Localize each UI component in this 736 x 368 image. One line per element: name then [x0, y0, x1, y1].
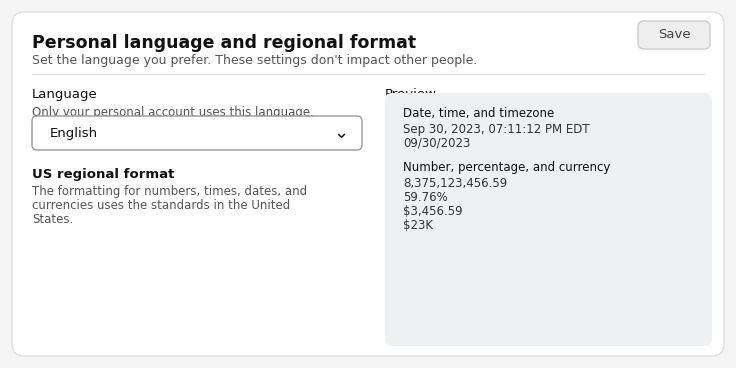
FancyBboxPatch shape [385, 93, 712, 346]
Text: Personal language and regional format: Personal language and regional format [32, 34, 416, 52]
FancyBboxPatch shape [638, 21, 710, 49]
Text: $23K: $23K [403, 219, 433, 232]
Text: 8,375,123,456.59: 8,375,123,456.59 [403, 177, 507, 190]
Text: Sep 30, 2023, 07:11:12 PM EDT: Sep 30, 2023, 07:11:12 PM EDT [403, 123, 590, 136]
Text: States.: States. [32, 213, 74, 226]
Text: Save: Save [658, 28, 690, 42]
Text: The formatting for numbers, times, dates, and: The formatting for numbers, times, dates… [32, 185, 307, 198]
Text: 09/30/2023: 09/30/2023 [403, 137, 470, 150]
Text: $3,456.59: $3,456.59 [403, 205, 463, 218]
Text: Set the language you prefer. These settings don't impact other people.: Set the language you prefer. These setti… [32, 54, 478, 67]
Text: Preview: Preview [385, 88, 437, 101]
Text: ⌄: ⌄ [333, 124, 348, 142]
FancyBboxPatch shape [12, 12, 724, 356]
Text: Number, percentage, and currency: Number, percentage, and currency [403, 161, 610, 174]
Text: Date, time, and timezone: Date, time, and timezone [403, 107, 554, 120]
Text: currencies uses the standards in the United: currencies uses the standards in the Uni… [32, 199, 290, 212]
FancyBboxPatch shape [32, 116, 362, 150]
Text: Only your personal account uses this language.: Only your personal account uses this lan… [32, 106, 314, 119]
Text: US regional format: US regional format [32, 168, 174, 181]
Text: Language: Language [32, 88, 98, 101]
Text: English: English [50, 127, 98, 139]
Text: 59.76%: 59.76% [403, 191, 447, 204]
